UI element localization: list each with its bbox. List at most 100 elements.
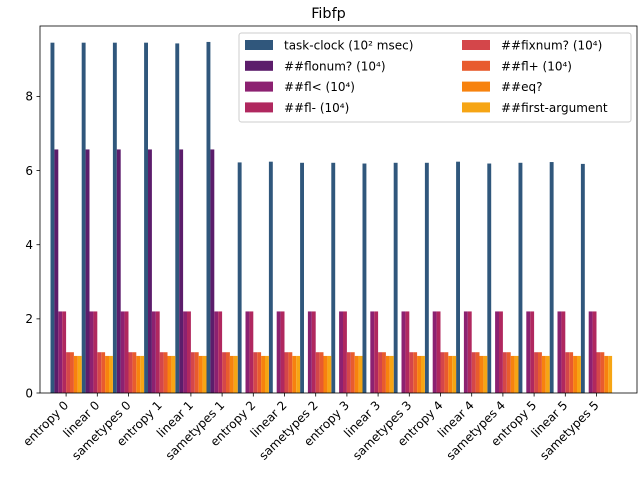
y-tick-label: 6 (25, 164, 33, 178)
bar (50, 42, 55, 394)
bar (132, 352, 137, 393)
bar (89, 311, 94, 393)
bar (151, 311, 156, 393)
bar (222, 352, 226, 393)
bar (350, 352, 355, 393)
legend-swatch (245, 60, 273, 71)
bar (194, 352, 199, 393)
bar (393, 162, 398, 393)
bar (105, 355, 109, 393)
bar (155, 311, 160, 393)
bar (378, 352, 382, 393)
bar (444, 352, 449, 393)
bar (319, 352, 324, 393)
bar (526, 311, 531, 393)
bar (268, 161, 273, 393)
bar (592, 311, 597, 393)
bar (456, 161, 460, 393)
bar (569, 352, 574, 393)
bar (608, 355, 613, 393)
bar (499, 311, 503, 393)
bar (163, 352, 168, 393)
bar (109, 355, 113, 393)
bar (140, 355, 145, 393)
bar (541, 355, 546, 393)
y-tick-label: 0 (25, 386, 33, 400)
bar (561, 311, 566, 393)
bar (545, 355, 550, 393)
bar (296, 355, 301, 393)
bar (315, 352, 320, 393)
y-tick-label: 2 (25, 312, 33, 326)
bar (510, 355, 515, 393)
legend-label: task-clock (10² msec) (284, 39, 413, 53)
bar (292, 355, 297, 393)
legend-box (238, 32, 632, 123)
bar (323, 355, 328, 393)
bar (206, 41, 211, 393)
legend: task-clock (10² msec) ##flonum? (10⁴) ##fl… (238, 32, 632, 123)
bar (81, 42, 86, 394)
bar (66, 352, 70, 393)
bar (331, 162, 336, 393)
legend-swatch (245, 102, 273, 113)
bar (144, 42, 148, 394)
bar (280, 311, 285, 393)
bar (358, 355, 363, 393)
bar (506, 352, 511, 393)
bars (50, 41, 613, 394)
bar (417, 355, 421, 393)
bar (327, 355, 332, 393)
bar (362, 163, 367, 393)
bar (385, 355, 390, 393)
bar (389, 355, 394, 393)
legend-swatch (245, 40, 273, 50)
legend-swatch (462, 40, 490, 50)
bar (148, 149, 152, 393)
bar (354, 355, 359, 393)
bar (307, 311, 312, 393)
bar (245, 311, 250, 393)
bar (93, 311, 98, 393)
bar (502, 352, 507, 393)
legend-swatch (245, 81, 273, 92)
bar (171, 355, 176, 393)
bar (600, 352, 605, 393)
bar (534, 352, 538, 393)
bar (97, 352, 102, 393)
bar (265, 355, 269, 393)
bar (604, 355, 609, 393)
bar (346, 352, 351, 393)
bar (495, 311, 499, 393)
bar (448, 355, 453, 393)
bar (198, 355, 203, 393)
bar (202, 355, 207, 393)
bar (311, 311, 316, 393)
bar (413, 352, 418, 393)
bar (120, 311, 125, 393)
bar (409, 352, 414, 393)
bar (73, 355, 78, 393)
bar (257, 352, 262, 393)
bar (452, 355, 457, 393)
bar (77, 355, 82, 393)
bar (518, 162, 523, 393)
bar (249, 311, 254, 393)
x-tick-label: entropy 0 (20, 398, 71, 449)
bar (183, 311, 187, 393)
bar (370, 311, 375, 393)
bar (190, 352, 195, 393)
bar (112, 42, 117, 394)
bar (440, 352, 445, 393)
legend-label: ##fl< (10⁴) (284, 80, 355, 94)
bar (261, 355, 265, 393)
bar (276, 311, 281, 393)
bar (588, 311, 593, 393)
legend-label: ##flonum? (10⁴) (284, 59, 386, 73)
bar (382, 352, 386, 393)
bar (573, 355, 577, 393)
bar (210, 149, 215, 393)
bar (218, 311, 223, 393)
bar (175, 43, 180, 394)
